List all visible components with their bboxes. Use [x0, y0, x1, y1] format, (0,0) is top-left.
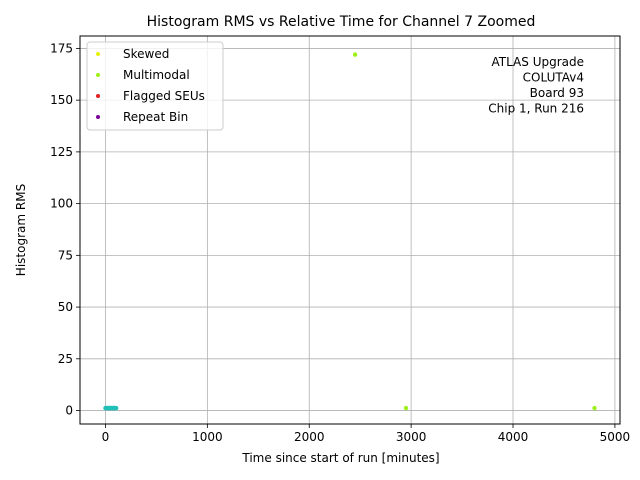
annotation-line: Board 93	[530, 86, 584, 100]
x-axis-label: Time since start of run [minutes]	[241, 451, 439, 465]
annotation-line: ATLAS Upgrade	[491, 55, 584, 69]
y-axis-label: Histogram RMS	[14, 184, 28, 276]
x-tick-label: 5000	[600, 430, 631, 444]
x-tick-label: 2000	[294, 430, 325, 444]
y-tick-label: 150	[50, 93, 73, 107]
legend-marker	[96, 115, 100, 119]
legend-marker	[96, 94, 100, 98]
x-axis: 0 1000 2000 3000 4000 5000	[102, 424, 631, 444]
y-tick-label: 50	[58, 300, 73, 314]
y-tick-label: 0	[65, 404, 73, 418]
legend-frame	[86, 41, 224, 131]
legend-marker	[96, 52, 100, 56]
x-tick-label: 4000	[498, 430, 529, 444]
data-point	[403, 405, 409, 411]
data-point	[352, 52, 358, 57]
chart-title: Histogram RMS vs Relative Time for Chann…	[147, 14, 536, 30]
data-points	[103, 52, 597, 411]
legend-entry: Multimodal	[123, 68, 190, 82]
plot-frame	[79, 35, 621, 425]
y-tick-label: 125	[50, 145, 73, 159]
grid	[80, 36, 620, 424]
legend-entry: Flagged SEUs	[123, 89, 205, 103]
legend-marker	[96, 73, 100, 77]
annotation-line: COLUTAv4	[523, 71, 584, 85]
x-tick-label: 0	[102, 430, 110, 444]
data-point	[113, 405, 119, 411]
y-tick-label: 100	[50, 197, 73, 211]
legend: Skewed Multimodal Flagged SEUs Repeat Bin	[86, 41, 224, 131]
x-tick-label: 3000	[396, 430, 427, 444]
legend-entry: Skewed	[123, 47, 169, 61]
x-tick-label: 1000	[192, 430, 223, 444]
legend-entry: Repeat Bin	[123, 110, 188, 124]
y-tick-label: 75	[58, 248, 73, 262]
y-tick-label: 25	[58, 352, 73, 366]
annotation-line: Chip 1, Run 216	[488, 102, 584, 116]
y-axis: 0 25 50 75 100 125 150 175	[50, 41, 80, 418]
y-tick-label: 175	[50, 41, 73, 55]
data-point	[592, 405, 597, 411]
